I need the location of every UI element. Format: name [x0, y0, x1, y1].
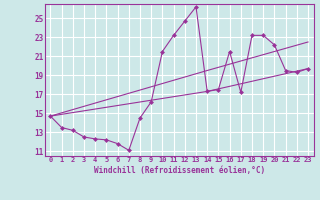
X-axis label: Windchill (Refroidissement éolien,°C): Windchill (Refroidissement éolien,°C) [94, 166, 265, 175]
